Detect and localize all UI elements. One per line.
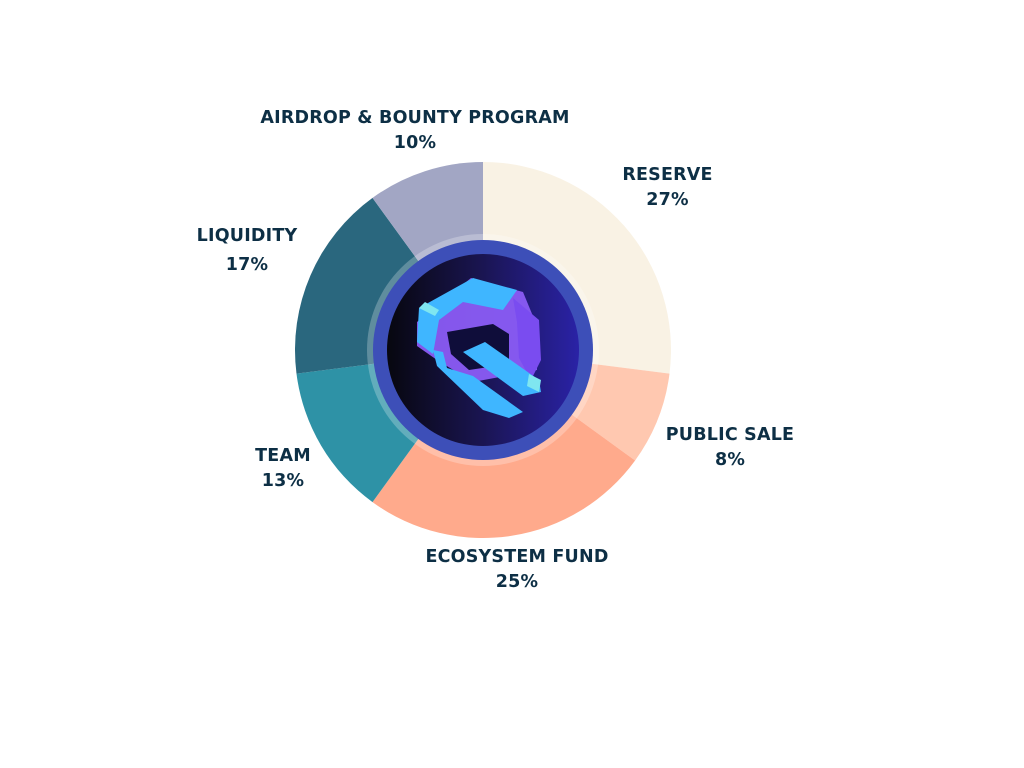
slice-value: 25%: [495, 572, 539, 592]
hexagon-q-logo-icon: [373, 240, 593, 460]
slice-label-airdrop: AIRDROP & BOUNTY PROGRAM 10%: [255, 106, 575, 156]
slice-name: ECOSYSTEM FUND: [425, 547, 609, 567]
slice-name: RESERVE: [622, 165, 713, 185]
slice-name: AIRDROP & BOUNTY PROGRAM: [260, 108, 570, 128]
slice-name: TEAM: [255, 446, 311, 466]
slice-label-ecosystem-fund: ECOSYSTEM FUND 25%: [412, 545, 622, 595]
slice-value: 13%: [261, 471, 305, 491]
slice-label-public-sale: PUBLIC SALE 8%: [660, 423, 800, 473]
slice-value: 10%: [393, 133, 437, 153]
slice-name: LIQUIDITY: [196, 226, 298, 246]
slice-label-team: TEAM 13%: [238, 444, 328, 494]
slice-value: 17%: [225, 255, 269, 275]
slice-value: 8%: [714, 450, 746, 470]
slice-name: PUBLIC SALE: [665, 425, 795, 445]
slice-value: 27%: [646, 190, 689, 210]
slice-label-reserve: RESERVE 27%: [610, 163, 725, 213]
slice-label-liquidity: LIQUIDITY 17%: [188, 222, 306, 280]
